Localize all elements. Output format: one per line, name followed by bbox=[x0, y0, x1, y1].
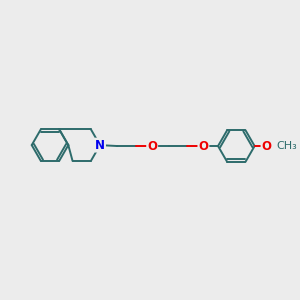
Text: O: O bbox=[198, 140, 208, 152]
Text: O: O bbox=[262, 140, 272, 152]
Text: CH₃: CH₃ bbox=[277, 141, 297, 151]
Text: N: N bbox=[95, 139, 105, 152]
Text: O: O bbox=[147, 140, 157, 152]
